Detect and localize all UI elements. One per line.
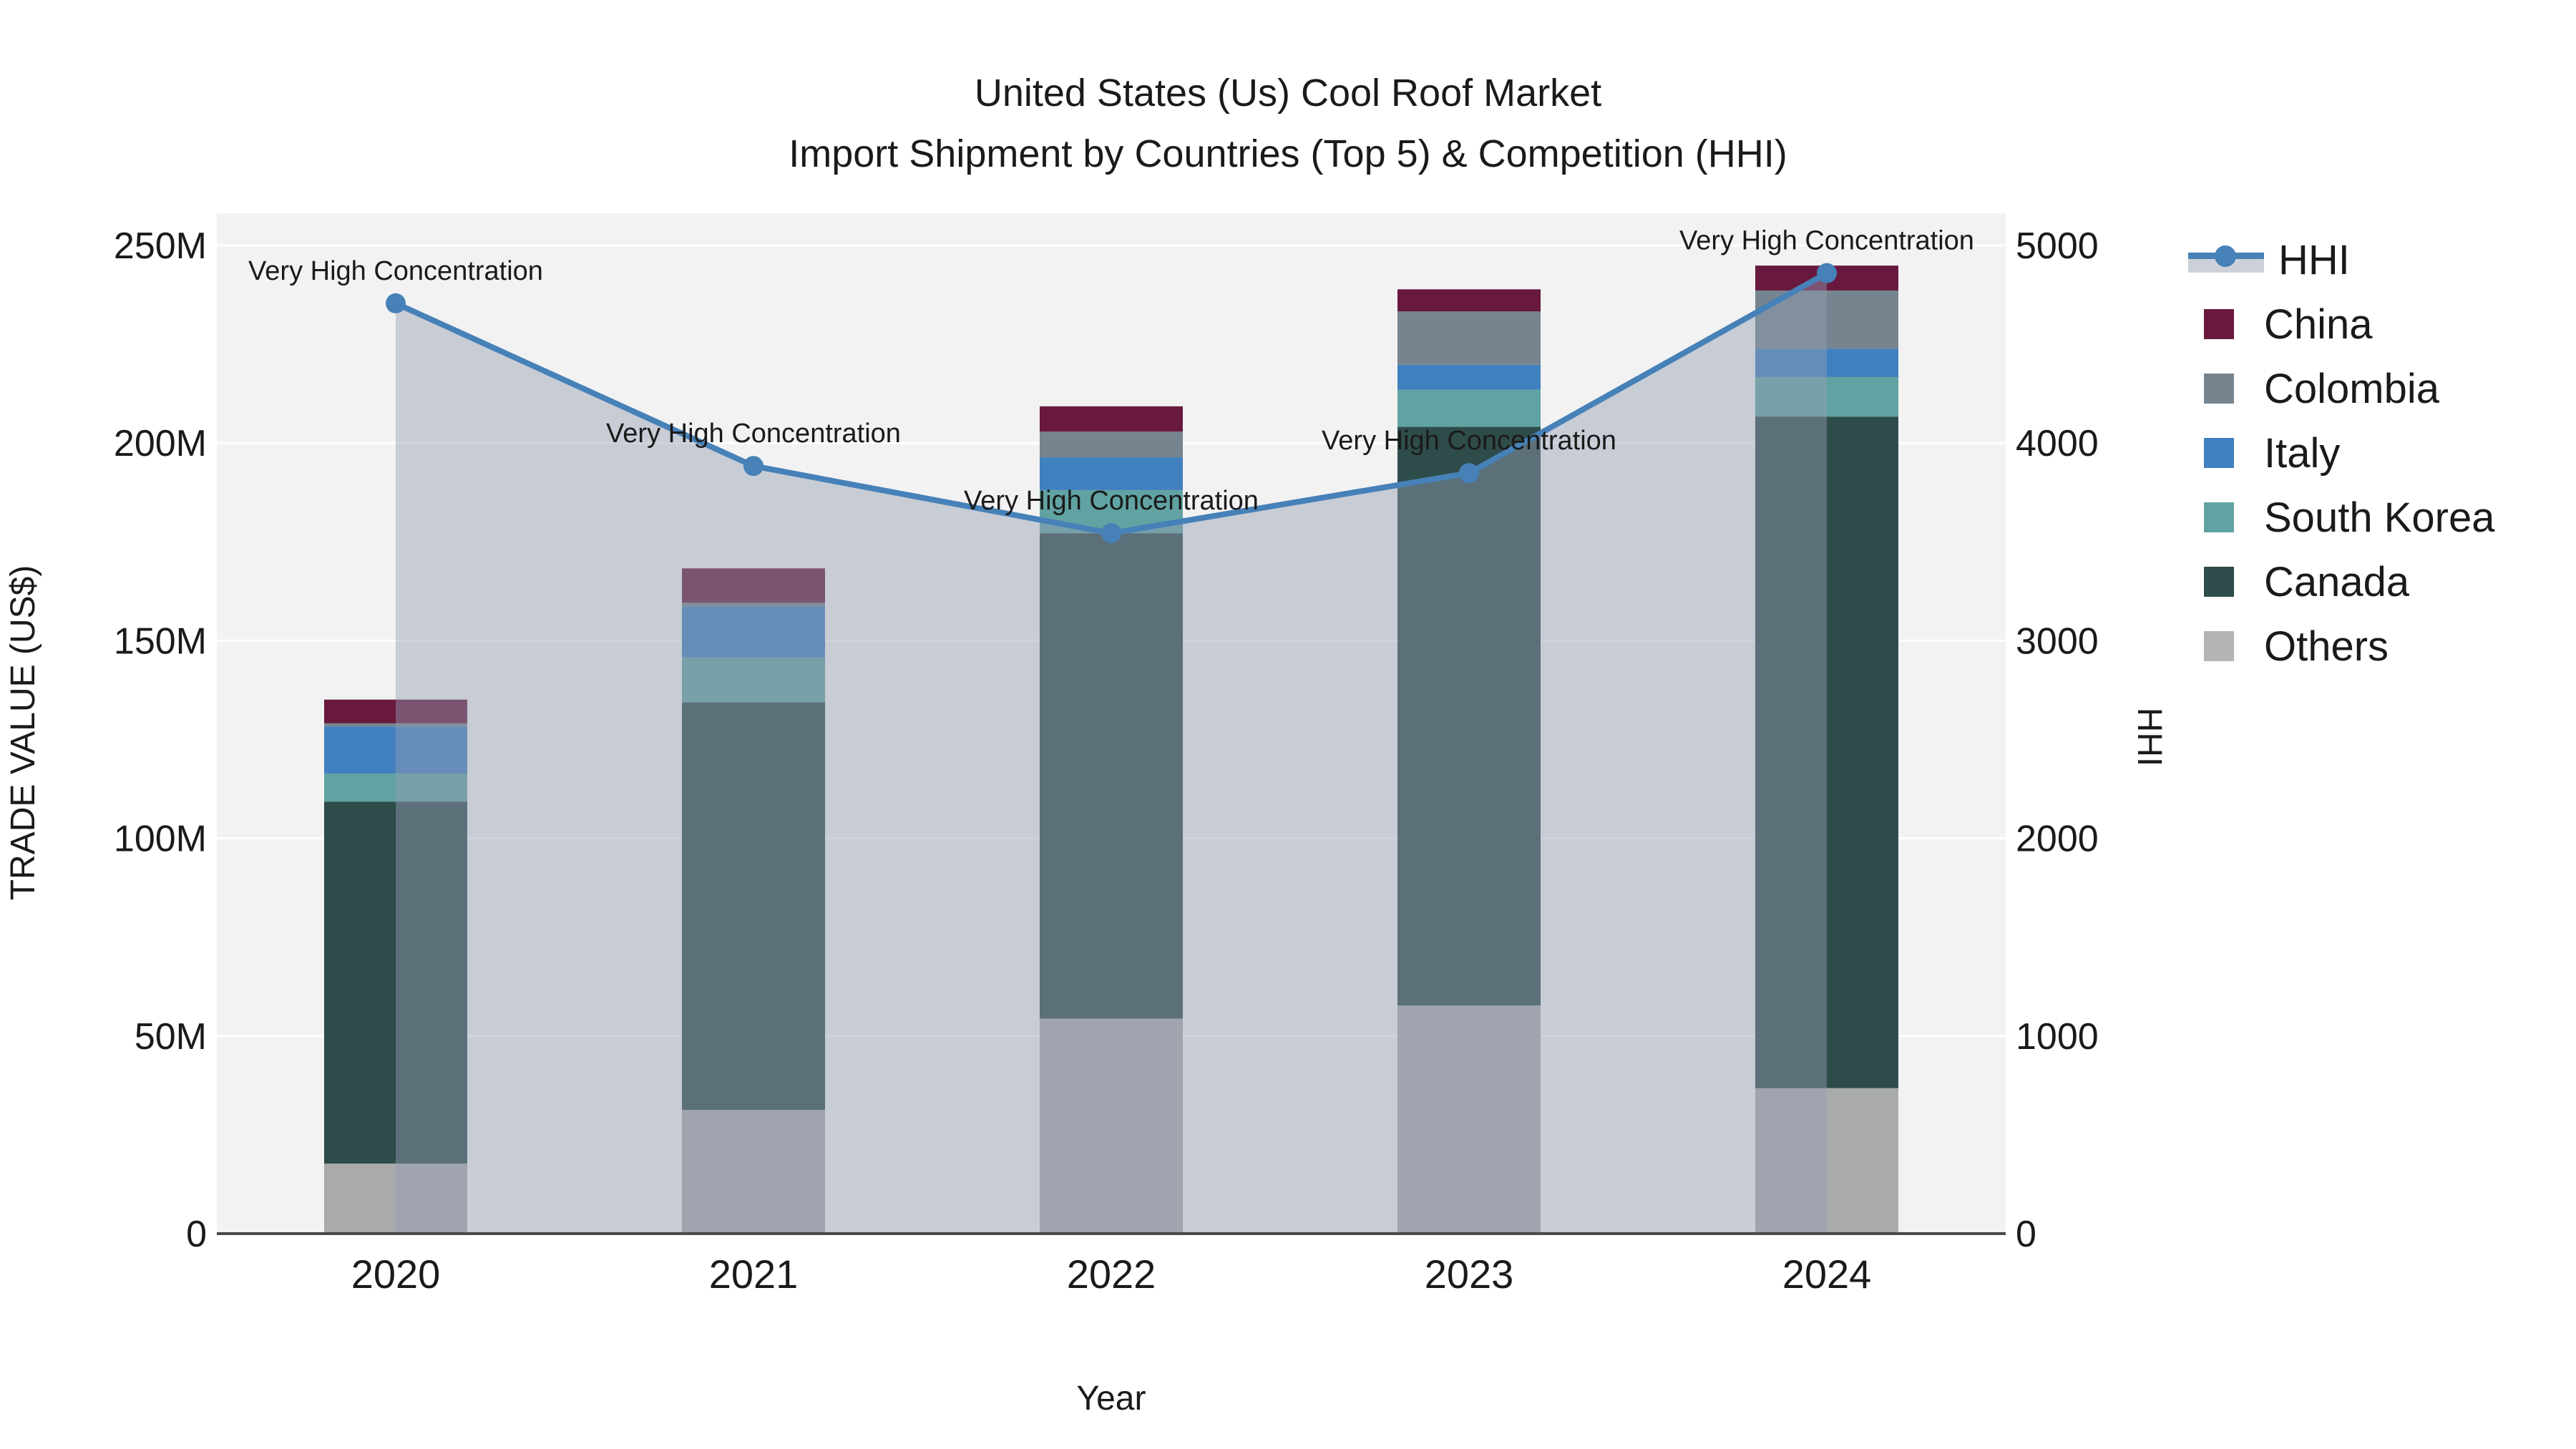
x-tick-label-2022: 2022 [1067,1252,1156,1297]
y-right-tick-label: 1000 [2016,1016,2099,1058]
bar-segment-south-korea-2020[interactable] [324,774,467,802]
annotation-2023: Very High Concentration [1322,426,1616,456]
hhi-marker-2024[interactable] [1817,263,1837,283]
bar-segment-italy-2020[interactable] [324,726,467,774]
hhi-marker-2022[interactable] [1101,523,1121,544]
bar-segment-others-2020[interactable] [324,1163,467,1234]
bar-segment-others-2021[interactable] [682,1110,825,1234]
legend-label: South Korea [2264,494,2495,541]
x-axis-title: Year [1077,1380,1146,1418]
legend-label: Colombia [2264,365,2439,412]
legend-label: Italy [2264,429,2341,477]
bar-segment-south-korea-2024[interactable] [1755,376,1898,417]
annotation-2021: Very High Concentration [606,419,901,449]
bar-segment-south-korea-2023[interactable] [1397,389,1541,427]
x-tick-label-2023: 2023 [1425,1252,1514,1297]
legend-color-swatch [2204,631,2234,661]
x-tick-label-2020: 2020 [351,1252,441,1297]
legend-color-swatch [2204,567,2234,597]
y-left-tick-label: 50M [135,1016,207,1058]
bar-segment-china-2021[interactable] [682,568,825,603]
y-left-tick-label: 150M [114,620,207,662]
bar-segment-colombia-2023[interactable] [1397,311,1541,365]
bar-segment-canada-2022[interactable] [1040,533,1183,1019]
y-right-tick-label: 4000 [2016,423,2099,464]
legend-hhi-line-swatch [2188,244,2264,275]
hhi-area [396,273,1827,1234]
bar-segment-colombia-2021[interactable] [682,602,825,607]
x-tick-label-2021: 2021 [709,1252,799,1297]
legend-color-swatch [2204,502,2234,532]
legend-label: Others [2264,623,2389,670]
legend-label: China [2264,301,2373,348]
legend-item-china[interactable]: China [2188,292,2494,356]
bar-segment-italy-2024[interactable] [1755,348,1898,377]
legend-label: HHI [2278,236,2350,283]
y-left-tick-label: 0 [186,1214,207,1255]
legend-item-others[interactable]: Others [2188,614,2494,678]
y-right-axis-title: HHI [2130,708,2168,767]
bar-segment-canada-2020[interactable] [324,801,467,1164]
y-right-tick-label: 2000 [2016,819,2099,860]
y-left-tick-label: 100M [114,819,207,860]
bar-segment-canada-2021[interactable] [682,702,825,1111]
chart-title-line2: Import Shipment by Countries (Top 5) & C… [789,132,1787,175]
legend-item-south-korea[interactable]: South Korea [2188,485,2494,550]
bar-segment-others-2024[interactable] [1755,1088,1898,1234]
hhi-marker-2023[interactable] [1459,463,1479,484]
bar-segment-italy-2022[interactable] [1040,457,1183,490]
legend-item-italy[interactable]: Italy [2188,421,2494,485]
bar-segment-others-2022[interactable] [1040,1018,1183,1234]
bar-segment-colombia-2020[interactable] [324,723,467,727]
y-left-axis-title: TRADE VALUE (US$) [4,565,42,901]
bar-segment-china-2020[interactable] [324,699,467,723]
chart-title-line1: United States (Us) Cool Roof Market [975,72,1601,114]
annotation-2020: Very High Concentration [248,256,543,286]
hhi-marker-2020[interactable] [386,293,406,313]
bar-segment-china-2023[interactable] [1397,289,1541,312]
legend: HHI China Colombia Italy South Korea Canada Ot… [2188,228,2494,678]
y-left-tick-label: 250M [114,225,207,267]
bar-segment-italy-2021[interactable] [682,606,825,658]
bar-segment-colombia-2022[interactable] [1040,431,1183,458]
legend-color-swatch [2204,374,2234,404]
y-right-tick-label: 3000 [2016,620,2099,662]
annotation-2024: Very High Concentration [1679,226,1974,256]
hhi-marker-2021[interactable] [743,456,763,477]
bar-segment-south-korea-2021[interactable] [682,657,825,703]
legend-item-hhi[interactable]: HHI [2188,228,2494,292]
bar-segment-others-2023[interactable] [1397,1005,1541,1234]
bar-segment-china-2022[interactable] [1040,406,1183,432]
legend-item-canada[interactable]: Canada [2188,550,2494,614]
y-left-tick-label: 200M [114,423,207,464]
legend-color-swatch [2204,438,2234,468]
y-right-tick-label: 5000 [2016,225,2099,267]
legend-color-swatch [2204,309,2234,339]
annotation-2022: Very High Concentration [964,486,1259,516]
y-right-tick-label: 0 [2016,1214,2036,1255]
legend-item-colombia[interactable]: Colombia [2188,356,2494,421]
legend-label: Canada [2264,558,2410,605]
x-tick-label-2024: 2024 [1782,1252,1872,1297]
bar-segment-canada-2024[interactable] [1755,416,1898,1088]
bar-segment-italy-2023[interactable] [1397,364,1541,390]
bar-segment-canada-2023[interactable] [1397,426,1541,1006]
